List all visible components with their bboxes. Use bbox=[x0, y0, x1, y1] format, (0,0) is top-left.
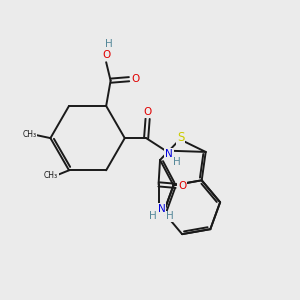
Text: N: N bbox=[165, 149, 173, 159]
Text: H: H bbox=[173, 157, 181, 167]
Text: H: H bbox=[166, 211, 174, 221]
Text: O: O bbox=[102, 50, 110, 60]
Text: O: O bbox=[143, 107, 152, 117]
Text: O: O bbox=[178, 181, 187, 191]
Text: N: N bbox=[158, 204, 165, 214]
Text: H: H bbox=[105, 39, 112, 49]
Text: CH₃: CH₃ bbox=[44, 171, 58, 180]
Text: O: O bbox=[131, 74, 140, 84]
Text: CH₃: CH₃ bbox=[22, 130, 37, 139]
Text: H: H bbox=[149, 211, 157, 221]
Text: S: S bbox=[177, 131, 184, 144]
